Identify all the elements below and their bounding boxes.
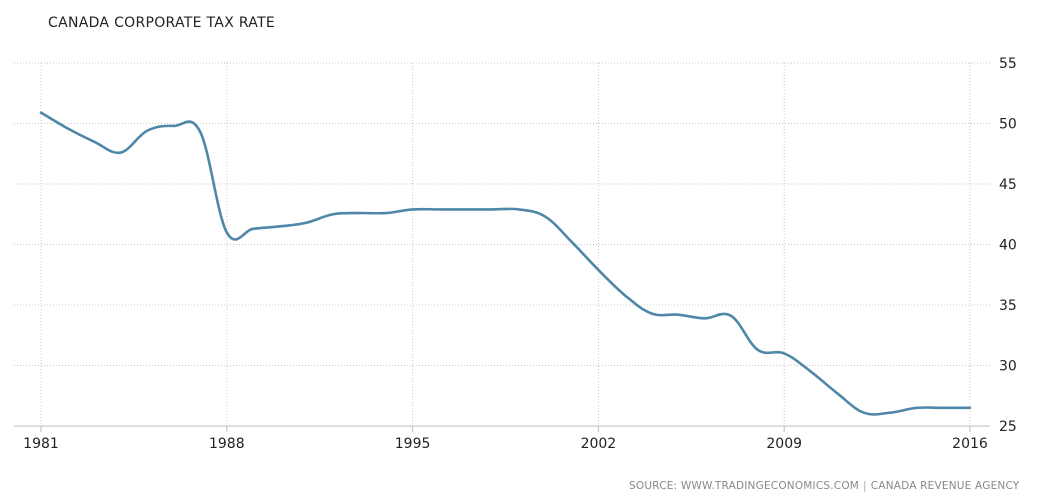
series-layer (38, 110, 973, 416)
axis-layer (14, 425, 990, 432)
x-tick-label: 1988 (209, 436, 245, 452)
y-tick-label: 25 (999, 419, 1017, 435)
data-point[interactable] (675, 312, 681, 318)
data-point[interactable] (516, 206, 522, 212)
data-point[interactable] (383, 210, 389, 216)
data-point[interactable] (755, 347, 761, 353)
data-point[interactable] (65, 125, 71, 131)
data-point[interactable] (277, 223, 283, 229)
data-point[interactable] (967, 405, 973, 411)
data-point[interactable] (940, 405, 946, 411)
x-tick-label: 2016 (952, 436, 988, 452)
data-point[interactable] (702, 315, 708, 321)
y-tick-label: 35 (999, 298, 1017, 314)
data-point[interactable] (463, 206, 469, 212)
data-point[interactable] (91, 139, 97, 145)
data-point[interactable] (118, 150, 124, 156)
source-attribution: SOURCE: WWW.TRADINGECONOMICS.COM | CANADA … (629, 480, 1019, 492)
data-point[interactable] (887, 410, 893, 416)
data-point[interactable] (436, 206, 442, 212)
data-point[interactable] (914, 405, 920, 411)
data-point[interactable] (861, 410, 867, 416)
y-tick-label: 45 (999, 177, 1017, 193)
data-point[interactable] (250, 226, 256, 232)
x-tick-label: 1981 (23, 436, 59, 452)
label-layer: 25 30 35 40 45 50 55 1981 1988 1995 2002 2009 2016 (23, 56, 1017, 452)
data-point[interactable] (648, 310, 654, 316)
grid-layer (14, 62, 990, 426)
data-point[interactable] (489, 206, 495, 212)
data-point[interactable] (224, 229, 230, 235)
x-tick-label: 2009 (766, 436, 802, 452)
y-tick-label: 30 (999, 359, 1017, 375)
source-separator: | (863, 480, 867, 492)
data-point[interactable] (622, 292, 628, 298)
data-point[interactable] (171, 123, 177, 129)
y-tick-label: 55 (999, 56, 1017, 72)
data-point[interactable] (197, 129, 203, 135)
x-tick-label: 1995 (395, 436, 431, 452)
data-point[interactable] (569, 239, 575, 245)
x-tick-label: 2002 (581, 436, 617, 452)
y-tick-label: 50 (999, 117, 1017, 133)
data-point[interactable] (542, 214, 548, 220)
data-point[interactable] (144, 128, 150, 134)
data-point[interactable] (330, 211, 336, 217)
data-point[interactable] (781, 350, 787, 356)
data-point[interactable] (357, 210, 363, 216)
y-tick-label: 40 (999, 238, 1017, 254)
data-point[interactable] (808, 369, 814, 375)
agency-text: CANADA REVENUE AGENCY (870, 480, 1020, 492)
series-line (39, 111, 972, 416)
data-point[interactable] (728, 313, 734, 319)
chart-title: CANADA CORPORATE TAX RATE (48, 15, 276, 31)
data-point[interactable] (303, 220, 309, 226)
data-point[interactable] (834, 390, 840, 396)
data-point[interactable] (595, 267, 601, 273)
data-point[interactable] (410, 206, 416, 212)
data-point[interactable] (38, 110, 44, 116)
source-text: SOURCE: WWW.TRADINGECONOMICS.COM (629, 480, 860, 492)
